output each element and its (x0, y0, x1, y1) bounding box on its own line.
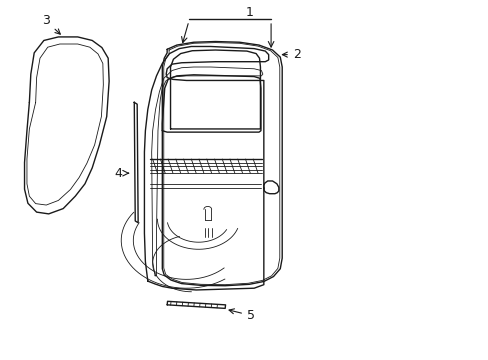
Text: 4: 4 (115, 167, 122, 180)
Text: 3: 3 (42, 14, 60, 34)
Text: 2: 2 (282, 48, 300, 61)
Text: 1: 1 (245, 6, 253, 19)
Text: 5: 5 (228, 309, 254, 322)
